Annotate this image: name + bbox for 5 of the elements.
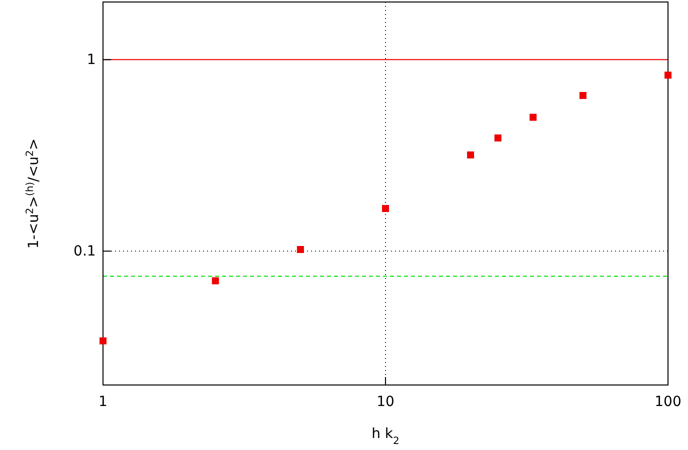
x-tick-label: 1 bbox=[98, 394, 108, 410]
x-tick-label: 10 bbox=[376, 394, 394, 410]
x-tick-label: 100 bbox=[654, 394, 682, 410]
y-tick-label: 0.1 bbox=[74, 244, 96, 260]
x-axis-title: h k$_{2}$ bbox=[372, 426, 400, 446]
